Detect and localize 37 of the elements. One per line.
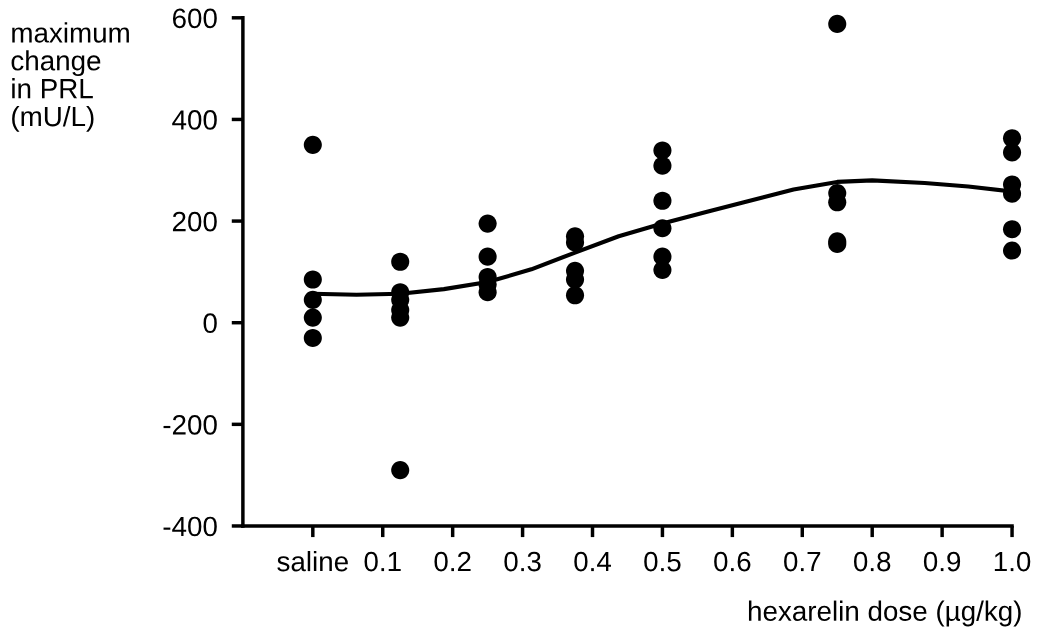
point [653, 156, 672, 175]
point [303, 308, 322, 327]
point [1003, 241, 1022, 260]
x-tick-label: 0.1 [364, 551, 401, 572]
x-tick-label: saline [277, 550, 348, 572]
point [653, 219, 672, 238]
point [478, 214, 497, 233]
x-tick-label: 0.9 [923, 551, 961, 572]
y-tick-label: 200 [172, 211, 217, 232]
point [303, 270, 322, 289]
x-tick-label: 0.6 [714, 551, 751, 572]
point [303, 290, 322, 309]
point [391, 252, 410, 271]
y-tick-label: 400 [172, 110, 217, 130]
x-tick-label: 0.4 [574, 551, 612, 572]
y-tick-label: 600 [172, 8, 217, 29]
point [653, 191, 672, 210]
point [303, 135, 322, 154]
x-tick-label: 0.2 [434, 551, 471, 572]
y-tick-label: -400 [163, 516, 217, 537]
point [653, 141, 672, 160]
point [565, 286, 585, 305]
x-tick-label: 0.3 [504, 551, 541, 572]
y-tick-label: 0 [203, 313, 217, 334]
x-tick-label: 0.7 [784, 551, 821, 572]
point [478, 247, 497, 266]
y-axis-title: maximum change in PRL (mU/L) [11, 22, 129, 132]
x-tick-label: 1.0 [994, 551, 1031, 572]
x-tick-label: 0.5 [644, 551, 681, 572]
x-tick-label: 0.8 [853, 551, 891, 572]
y-tick-label: -200 [163, 415, 217, 435]
point [391, 461, 410, 480]
point [303, 328, 322, 348]
point [828, 14, 847, 33]
point [1003, 143, 1022, 162]
point [1003, 220, 1022, 239]
x-axis-title: hexarelin dose (µg/kg) [748, 600, 1021, 627]
